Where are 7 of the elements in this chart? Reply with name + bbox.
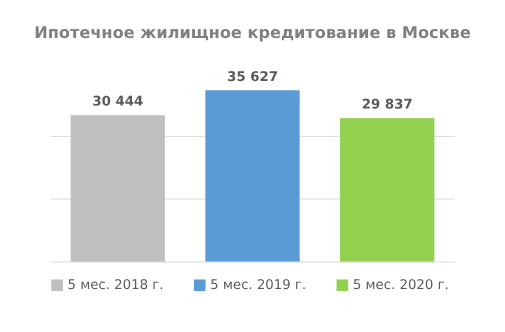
legend-label: 5 мес. 2018 г. [68,278,164,294]
data-label: 29 837 [362,98,413,113]
data-label: 35 627 [227,70,278,85]
chart-title: Ипотечное жилищное кредитование в Москве [34,23,471,42]
data-label: 30 444 [92,94,144,110]
legend-label: 5 мес. 2020 г. [352,278,449,294]
legend-label: 5 мес. 2019 г. [210,278,306,294]
